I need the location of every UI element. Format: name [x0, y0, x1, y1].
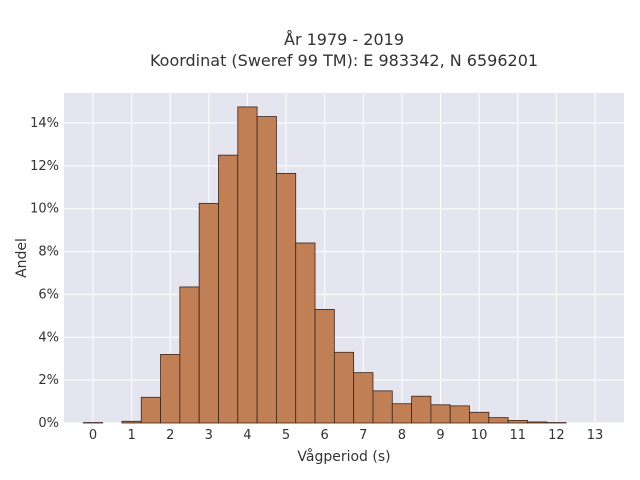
x-tick-label: 10: [471, 428, 488, 443]
y-axis-label: Andel: [14, 238, 30, 278]
histogram-bar: [198, 202, 219, 424]
histogram-bar: [527, 421, 548, 424]
x-tick-label: 1: [127, 428, 135, 443]
histogram-bar: [449, 405, 470, 424]
histogram-bar: [488, 417, 509, 424]
x-tick-label: 6: [321, 428, 329, 443]
x-tick-label: 8: [398, 428, 406, 443]
x-tick-label: 11: [510, 428, 527, 443]
histogram-bar: [430, 404, 451, 424]
histogram-bar: [160, 354, 181, 424]
y-tick-label: 0%: [38, 416, 59, 431]
x-tick-label: 9: [436, 428, 444, 443]
x-axis-label: Vågperiod (s): [297, 448, 390, 465]
histogram-bar: [411, 395, 432, 424]
x-tick-label: 0: [89, 428, 97, 443]
x-tick-label: 13: [587, 428, 604, 443]
histogram-bar: [256, 116, 277, 424]
histogram-bar: [295, 242, 316, 424]
histogram-bar: [391, 403, 412, 424]
y-tick-label: 14%: [30, 116, 59, 131]
histogram-bar: [314, 309, 335, 424]
histogram-bar: [121, 420, 142, 424]
x-tick-label: 4: [243, 428, 251, 443]
x-tick-label: 2: [166, 428, 174, 443]
chart-title-line1: År 1979 - 2019: [284, 30, 404, 49]
histogram-bar: [237, 106, 258, 424]
histogram-bar: [218, 154, 239, 424]
histogram-bar: [507, 420, 528, 424]
y-tick-label: 8%: [38, 245, 59, 260]
histogram-bar: [353, 372, 374, 424]
y-tick-label: 2%: [38, 373, 59, 388]
bars: [82, 106, 567, 424]
y-tick-label: 12%: [30, 159, 59, 174]
x-tick-label: 5: [282, 428, 290, 443]
x-tick-label: 7: [359, 428, 367, 443]
histogram-bar: [179, 286, 200, 424]
histogram-bar: [140, 396, 161, 424]
histogram-bar: [372, 390, 393, 424]
histogram-bar: [276, 172, 297, 424]
y-tick-label: 10%: [30, 202, 59, 217]
x-axis-ticks: 0 1 2 3 4 5 6 7 8 9 10 11 12 13: [89, 428, 603, 443]
histogram-bar: [333, 351, 355, 424]
x-tick-label: 12: [548, 428, 565, 443]
y-tick-label: 6%: [38, 287, 59, 302]
y-axis-ticks: 0% 2% 4% 6% 8% 10% 12% 14%: [30, 116, 59, 431]
x-tick-label: 3: [205, 428, 213, 443]
y-tick-label: 4%: [38, 330, 59, 345]
histogram-bar: [469, 411, 490, 424]
chart-title-line2: Koordinat (Sweref 99 TM): E 983342, N 65…: [150, 51, 538, 70]
